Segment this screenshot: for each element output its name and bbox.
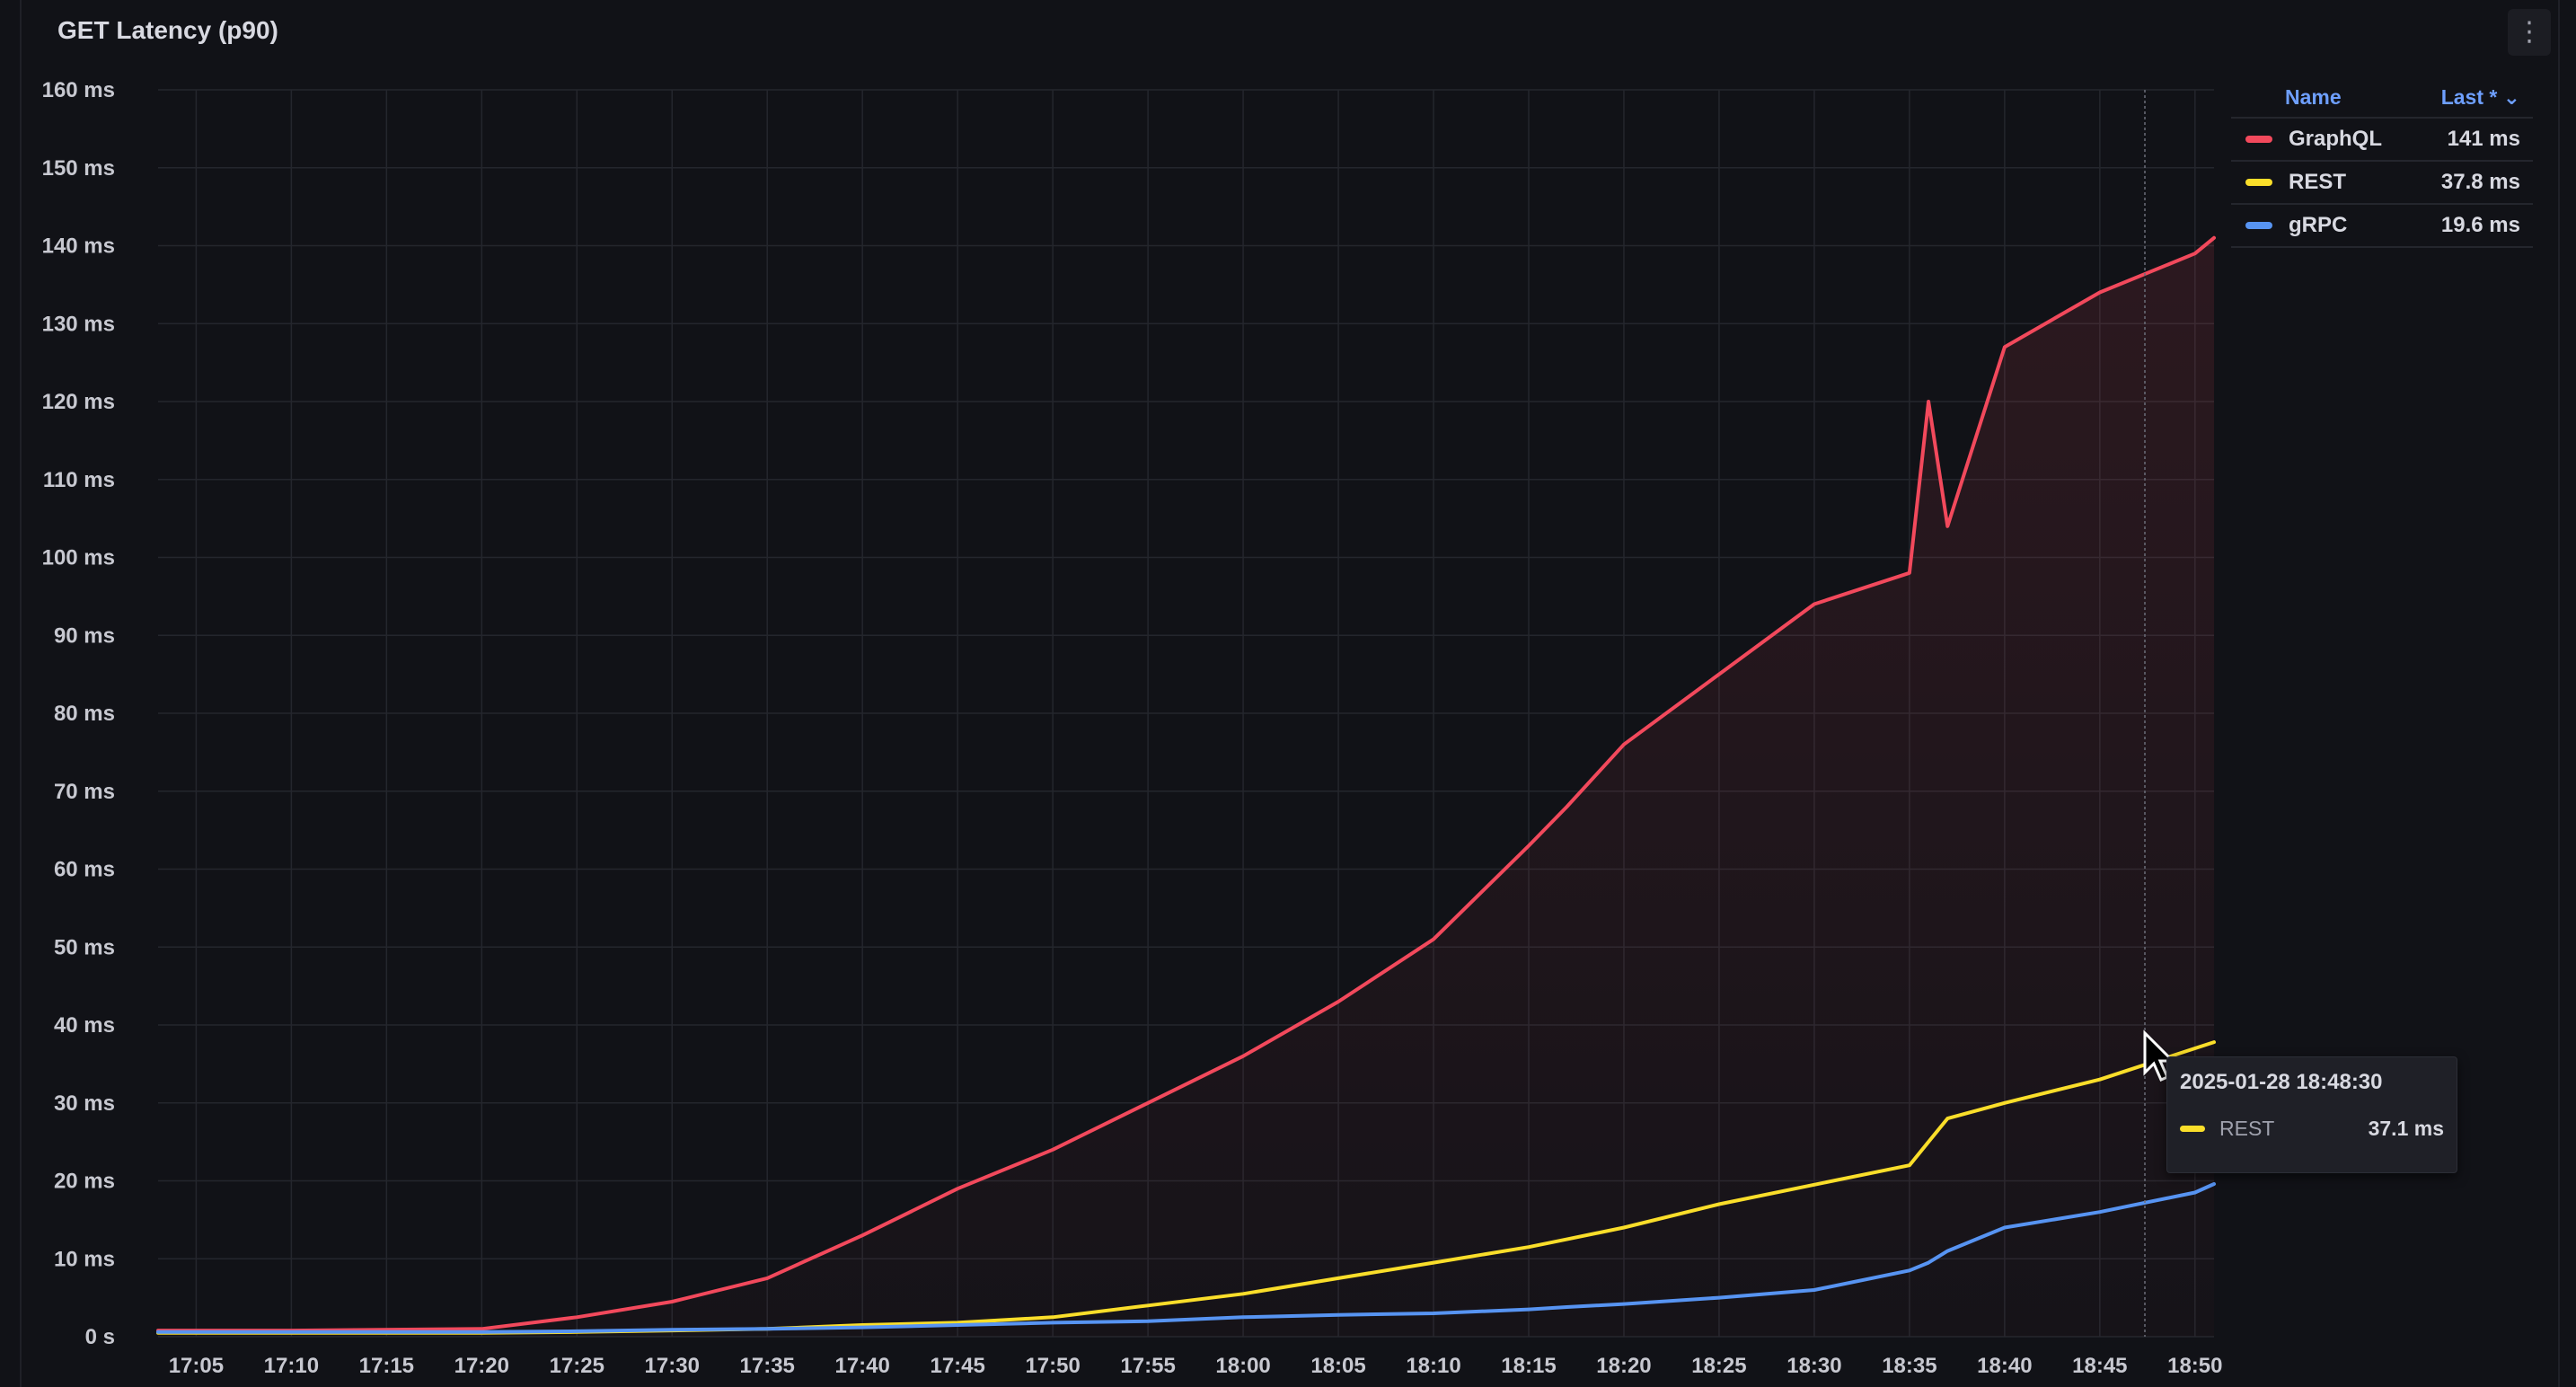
legend-item-value: 141 ms [2447, 127, 2520, 151]
chevron-down-icon: ⌄ [2502, 84, 2520, 109]
x-tick-label: 17:30 [645, 1354, 700, 1378]
x-tick-label: 17:35 [740, 1354, 795, 1378]
y-tick-label: 140 ms [42, 234, 115, 259]
y-tick-label: 160 ms [42, 78, 115, 102]
x-tick-label: 18:20 [1596, 1354, 1651, 1378]
tooltip-row: REST 37.1 ms [2180, 1117, 2444, 1141]
legend-item-label: GraphQL [2289, 127, 2383, 151]
y-tick-label: 10 ms [54, 1247, 115, 1271]
x-tick-label: 17:20 [454, 1354, 509, 1378]
series-lines [156, 235, 2216, 1335]
panel-menu-button[interactable]: ⋮ [2508, 9, 2551, 56]
x-tick-label: 18:05 [1310, 1354, 1365, 1378]
y-tick-label: 20 ms [54, 1170, 115, 1194]
hover-tooltip: 2025-01-28 18:48:30 REST 37.1 ms [2166, 1056, 2457, 1173]
panel-title: GET Latency (p90) [57, 16, 278, 44]
y-tick-label: 80 ms [54, 702, 115, 726]
legend-item-value: 19.6 ms [2440, 213, 2520, 237]
series-area-graphql [158, 237, 2214, 1337]
y-tick-label: 90 ms [54, 623, 115, 648]
y-tick-label: 40 ms [54, 1013, 115, 1038]
legend-last-header[interactable]: Last * ⌄ [2440, 84, 2520, 109]
y-tick-label: 100 ms [42, 546, 115, 570]
y-tick-label: 60 ms [54, 858, 115, 882]
legend-item-graphql[interactable]: GraphQL 141 ms [2231, 119, 2533, 162]
series-color-swatch [2245, 179, 2272, 186]
x-tick-label: 18:15 [1501, 1354, 1556, 1378]
vertical-ellipsis-icon: ⋮ [2516, 17, 2543, 47]
chart-legend: Name Last * ⌄ GraphQL 141 ms REST 37.8 m… [2231, 77, 2533, 248]
series-areas [158, 237, 2214, 1337]
y-tick-label: 110 ms [43, 468, 115, 492]
legend-item-label: gRPC [2289, 213, 2348, 237]
legend-item-value: 37.8 ms [2440, 170, 2520, 194]
y-tick-label: 70 ms [54, 780, 115, 804]
x-tick-label: 17:50 [1025, 1354, 1080, 1378]
legend-item-rest[interactable]: REST 37.8 ms [2231, 162, 2533, 205]
y-tick-label: 150 ms [42, 156, 115, 181]
x-axis-labels: 17:05 17:10 17:15 17:20 17:25 17:30 17:35 17:40… [169, 1354, 2223, 1378]
series-color-swatch [2180, 1126, 2205, 1132]
x-tick-label: 18:40 [1977, 1354, 2032, 1378]
x-tick-label: 18:25 [1691, 1354, 1746, 1378]
legend-name-header[interactable]: Name [2285, 84, 2342, 109]
tooltip-series-value: 37.1 ms [2368, 1117, 2444, 1140]
y-axis-labels: 0 s 10 ms 20 ms 30 ms 40 ms 50 ms 60 ms 70 ms 80… [42, 78, 115, 1349]
x-tick-label: 17:55 [1120, 1354, 1175, 1378]
y-tick-label: 130 ms [42, 312, 115, 336]
y-tick-label: 30 ms [54, 1091, 115, 1116]
x-tick-label: 17:05 [169, 1354, 224, 1378]
x-tick-label: 18:50 [2167, 1354, 2222, 1378]
x-tick-label: 18:10 [1406, 1354, 1460, 1378]
legend-item-grpc[interactable]: gRPC 19.6 ms [2231, 205, 2533, 248]
series-line-graphql[interactable] [156, 235, 2216, 1333]
legend-header: Name Last * ⌄ [2231, 77, 2533, 119]
tooltip-timestamp: 2025-01-28 18:48:30 [2180, 1070, 2383, 1094]
x-tick-label: 17:25 [550, 1354, 604, 1378]
x-tick-label: 17:45 [930, 1354, 984, 1378]
x-tick-label: 17:40 [834, 1354, 889, 1378]
series-color-swatch [2245, 136, 2272, 143]
tooltip-series-name: REST [2219, 1117, 2275, 1140]
y-tick-label: 120 ms [42, 390, 115, 414]
series-line-grpc[interactable] [156, 1182, 2216, 1334]
x-tick-label: 18:00 [1215, 1354, 1270, 1378]
x-tick-label: 18:30 [1786, 1354, 1841, 1378]
y-tick-label: 50 ms [54, 935, 115, 959]
x-tick-label: 17:15 [359, 1354, 414, 1378]
x-tick-label: 17:10 [264, 1354, 319, 1378]
y-tick-label: 0 s [85, 1325, 115, 1349]
x-tick-label: 18:35 [1882, 1354, 1936, 1378]
legend-item-label: REST [2289, 170, 2347, 194]
x-tick-label: 18:45 [2072, 1354, 2127, 1378]
series-color-swatch [2245, 222, 2272, 229]
